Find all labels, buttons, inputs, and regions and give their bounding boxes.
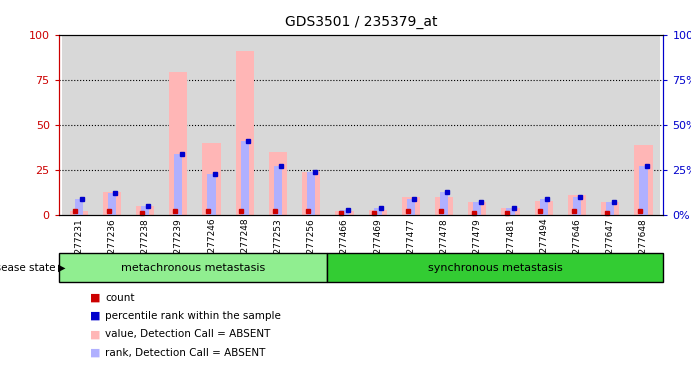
Bar xyxy=(169,73,187,215)
Bar xyxy=(328,253,663,282)
Bar xyxy=(473,202,482,215)
Bar xyxy=(401,197,420,215)
Text: ■: ■ xyxy=(90,293,100,303)
Text: ▶: ▶ xyxy=(58,263,66,273)
Bar xyxy=(261,35,294,215)
Bar xyxy=(440,192,448,215)
Bar xyxy=(70,212,88,215)
Text: count: count xyxy=(105,293,135,303)
Text: percentile rank within the sample: percentile rank within the sample xyxy=(105,311,281,321)
Text: rank, Detection Call = ABSENT: rank, Detection Call = ABSENT xyxy=(105,348,265,358)
Bar xyxy=(129,35,162,215)
Text: synchronous metastasis: synchronous metastasis xyxy=(428,263,562,273)
Bar xyxy=(627,35,660,215)
Bar xyxy=(435,197,453,215)
Bar xyxy=(62,35,95,215)
Text: ■: ■ xyxy=(90,348,100,358)
Bar xyxy=(274,166,282,215)
Bar xyxy=(407,199,415,215)
Bar xyxy=(368,210,387,215)
Text: ■: ■ xyxy=(90,311,100,321)
Bar xyxy=(535,200,553,215)
Bar xyxy=(75,199,83,215)
Bar xyxy=(108,194,116,215)
Bar xyxy=(568,195,586,215)
Bar xyxy=(540,199,548,215)
Bar xyxy=(634,145,652,215)
Text: ■: ■ xyxy=(90,329,100,339)
Bar xyxy=(573,197,581,215)
Bar xyxy=(174,154,182,215)
Bar xyxy=(361,35,395,215)
Bar xyxy=(606,202,614,215)
Bar xyxy=(95,35,129,215)
Bar xyxy=(141,206,149,215)
Bar xyxy=(527,35,560,215)
Bar xyxy=(269,152,287,215)
Text: disease state: disease state xyxy=(0,263,55,273)
Bar xyxy=(195,35,228,215)
Bar xyxy=(560,35,594,215)
Bar xyxy=(136,206,154,215)
Bar xyxy=(162,35,195,215)
Bar xyxy=(236,51,254,215)
Bar xyxy=(307,172,315,215)
Bar xyxy=(207,174,216,215)
Bar xyxy=(103,192,121,215)
Bar xyxy=(494,35,527,215)
Bar xyxy=(461,35,494,215)
Bar xyxy=(302,172,321,215)
Text: value, Detection Call = ABSENT: value, Detection Call = ABSENT xyxy=(105,329,270,339)
Bar xyxy=(374,208,382,215)
Bar xyxy=(228,35,261,215)
Bar xyxy=(202,143,220,215)
Bar xyxy=(395,35,428,215)
Title: GDS3501 / 235379_at: GDS3501 / 235379_at xyxy=(285,15,437,29)
Bar xyxy=(502,208,520,215)
Text: metachronous metastasis: metachronous metastasis xyxy=(121,263,265,273)
Bar xyxy=(428,35,461,215)
Bar xyxy=(335,212,354,215)
Bar xyxy=(601,202,619,215)
Bar xyxy=(468,202,486,215)
Bar xyxy=(639,166,647,215)
Bar xyxy=(594,35,627,215)
Bar xyxy=(240,141,249,215)
Bar xyxy=(294,35,328,215)
Bar xyxy=(59,253,328,282)
Bar xyxy=(328,35,361,215)
Bar xyxy=(340,210,348,215)
Bar xyxy=(507,208,515,215)
